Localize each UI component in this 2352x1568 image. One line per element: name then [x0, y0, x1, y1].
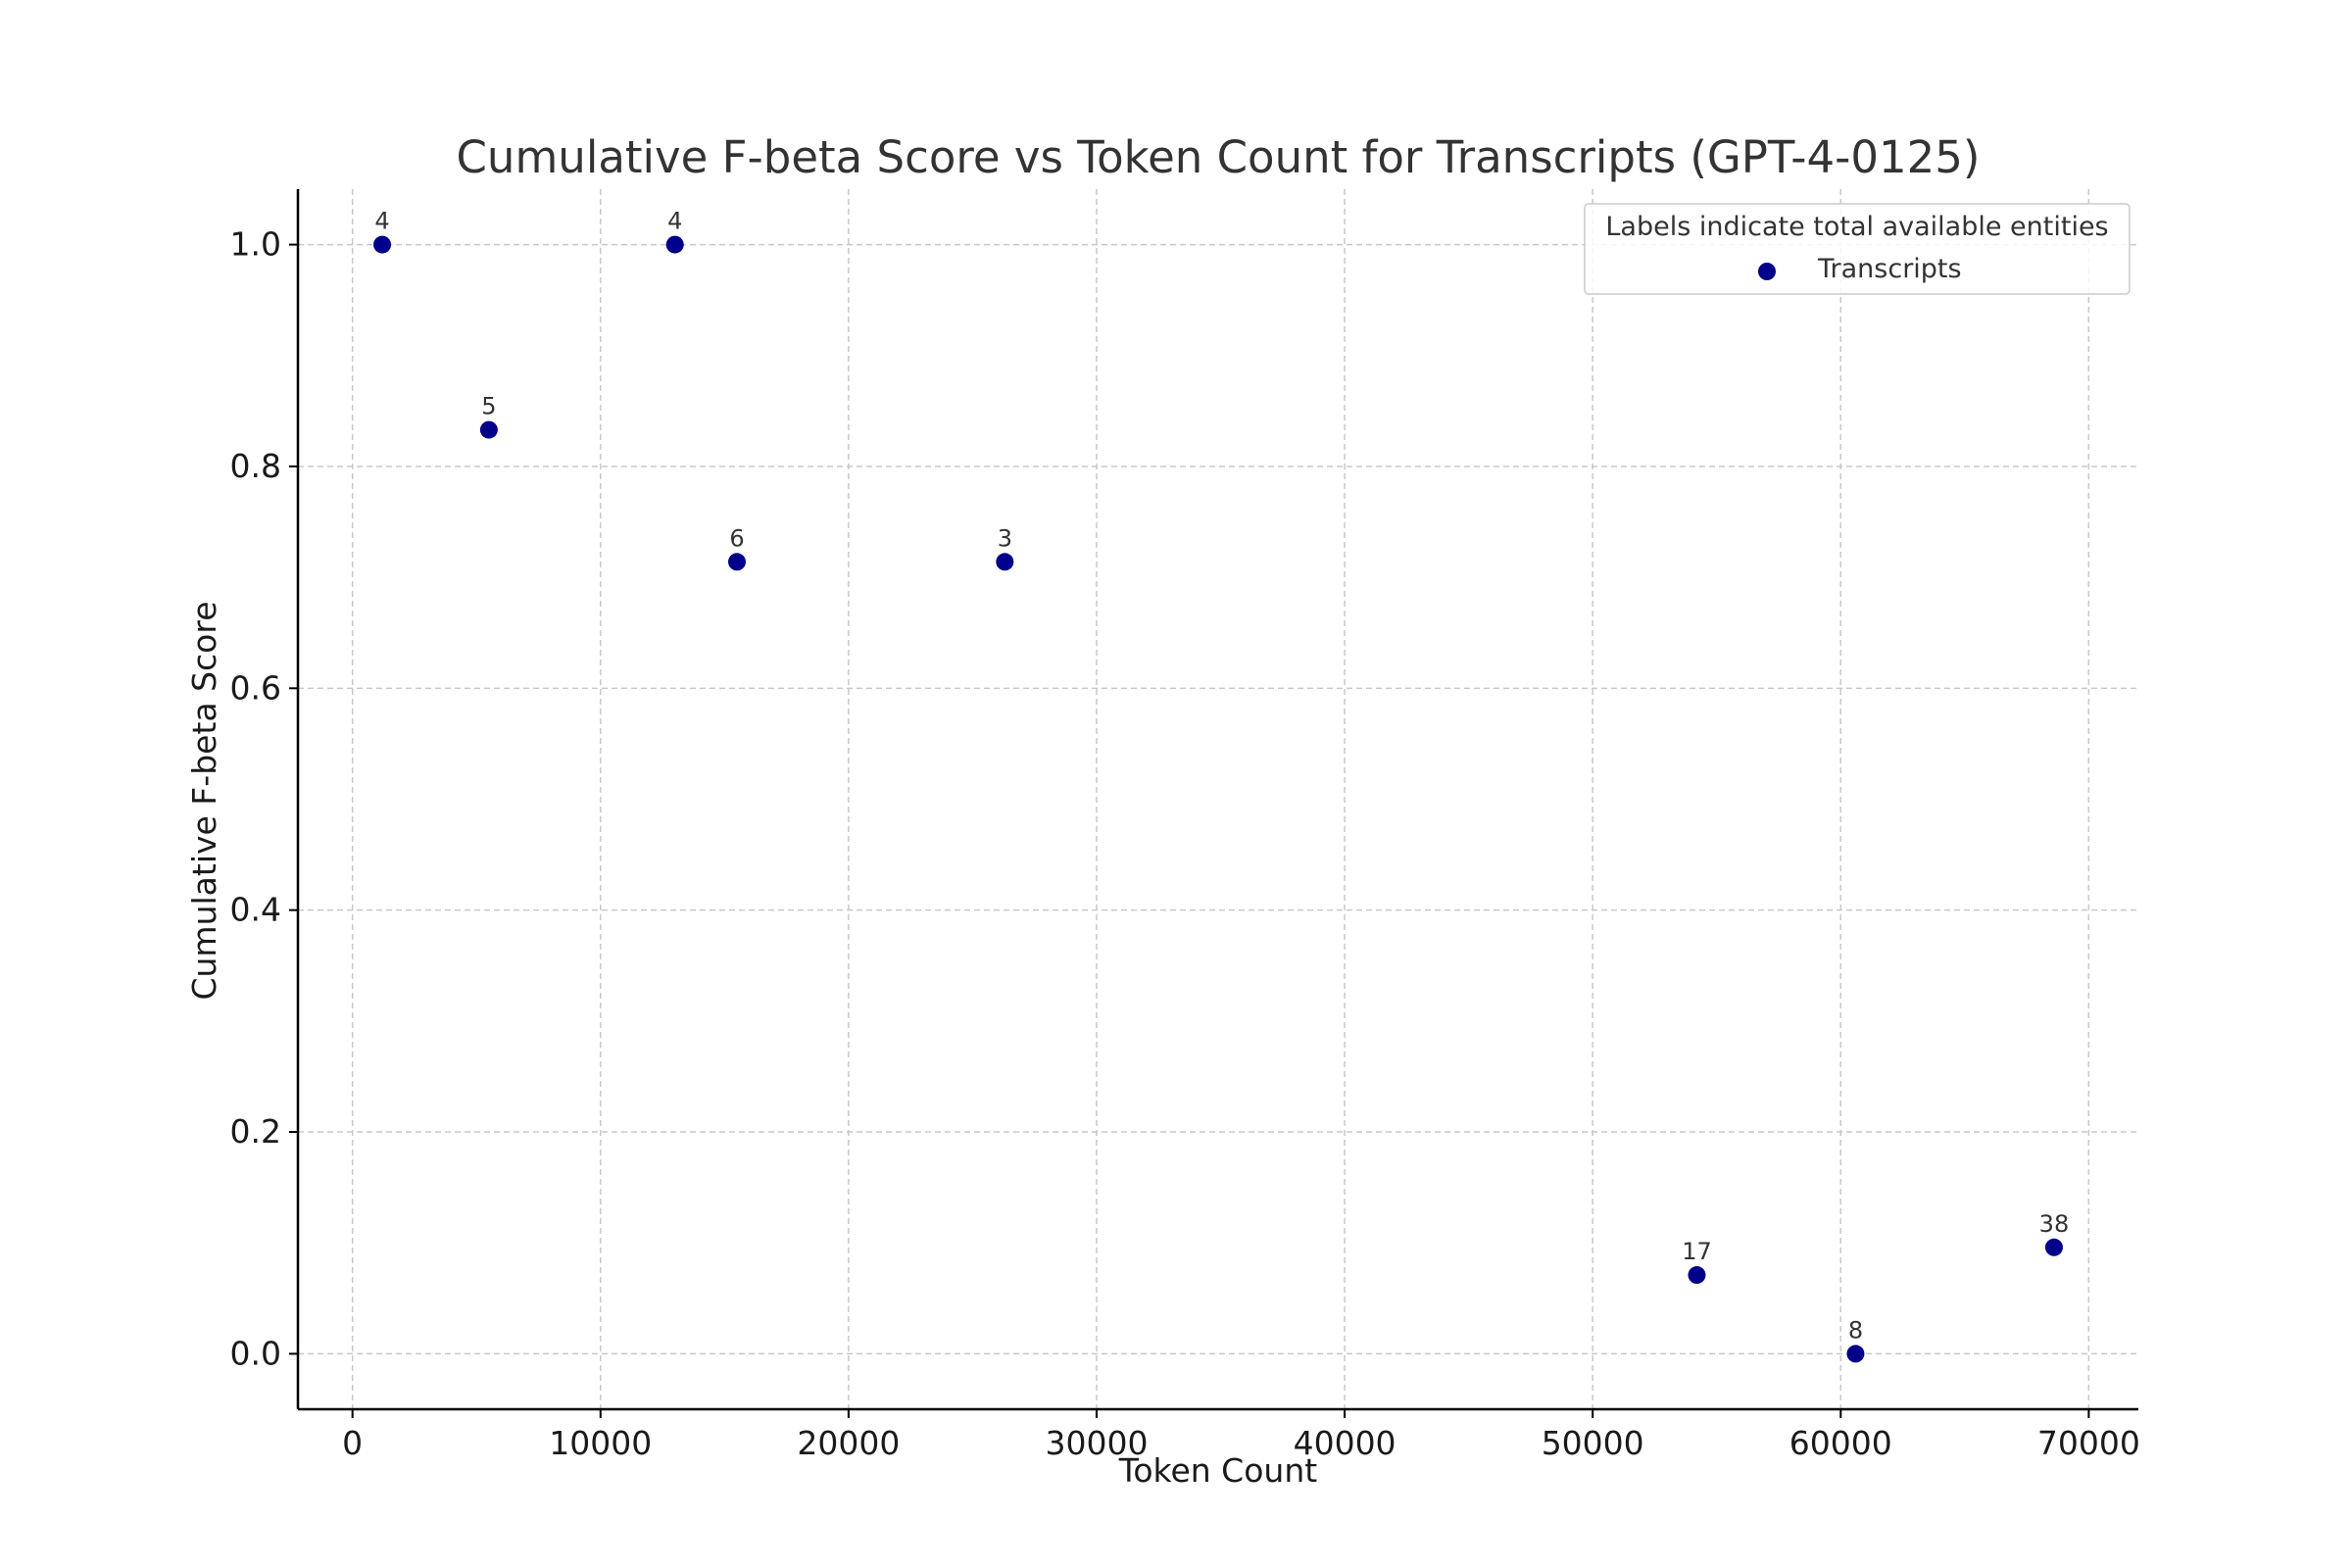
ticks: 0 10000 20000 30000 40000 50000 60000 70000 0.0 0…: [230, 225, 2140, 1462]
point-labels: 4 5 4 6 3 17 8 38: [374, 208, 2069, 1345]
data-point-label: 17: [1682, 1238, 1712, 1265]
data-point: [1688, 1266, 1706, 1285]
x-tick-label: 30000: [1045, 1424, 1148, 1462]
data-points: [373, 235, 2063, 1363]
y-tick-label: 0.8: [230, 447, 281, 485]
data-point: [373, 235, 392, 254]
y-tick-label: 0.2: [230, 1112, 281, 1151]
y-tick-label: 1.0: [230, 225, 281, 264]
x-tick-label: 20000: [797, 1424, 900, 1462]
data-point-label: 8: [1848, 1316, 1863, 1344]
data-point-label: 4: [374, 208, 389, 235]
data-point-label: 5: [481, 393, 496, 420]
data-point-label: 4: [667, 208, 682, 235]
x-tick-label: 50000: [1542, 1424, 1644, 1462]
data-point: [996, 553, 1014, 571]
y-tick-label: 0.4: [230, 891, 281, 929]
axes: [296, 189, 2138, 1411]
x-tick-label: 40000: [1294, 1424, 1396, 1462]
data-point: [479, 420, 498, 439]
legend: Labels indicate total available entities…: [1584, 203, 2131, 295]
x-tick-label: 0: [342, 1424, 363, 1462]
data-point: [2044, 1238, 2063, 1256]
y-tick-label: 0.0: [230, 1334, 281, 1372]
x-tick-label: 70000: [2037, 1424, 2140, 1462]
legend-marker: [1758, 263, 1776, 280]
data-point-label: 3: [998, 524, 1012, 552]
data-point: [1846, 1345, 1865, 1363]
data-point-label: 38: [2039, 1210, 2070, 1238]
legend-title: Labels indicate total available entities: [1605, 212, 2108, 242]
legend-entry-transcripts: Transcripts: [1817, 254, 1962, 284]
y-tick-label: 0.6: [230, 668, 281, 707]
y-axis-label: Cumulative F-beta Score: [185, 601, 223, 1000]
legend-box: [1584, 203, 2131, 295]
data-point: [727, 553, 746, 571]
data-point: [665, 235, 684, 254]
chart-title: Cumulative F-beta Score vs Token Count f…: [457, 131, 1981, 183]
x-tick-label: 60000: [1789, 1424, 1892, 1462]
grid: [298, 189, 2138, 1409]
x-axis-label: Token Count: [1118, 1451, 1317, 1490]
x-tick-label: 10000: [549, 1424, 652, 1462]
data-point-label: 6: [729, 524, 744, 552]
